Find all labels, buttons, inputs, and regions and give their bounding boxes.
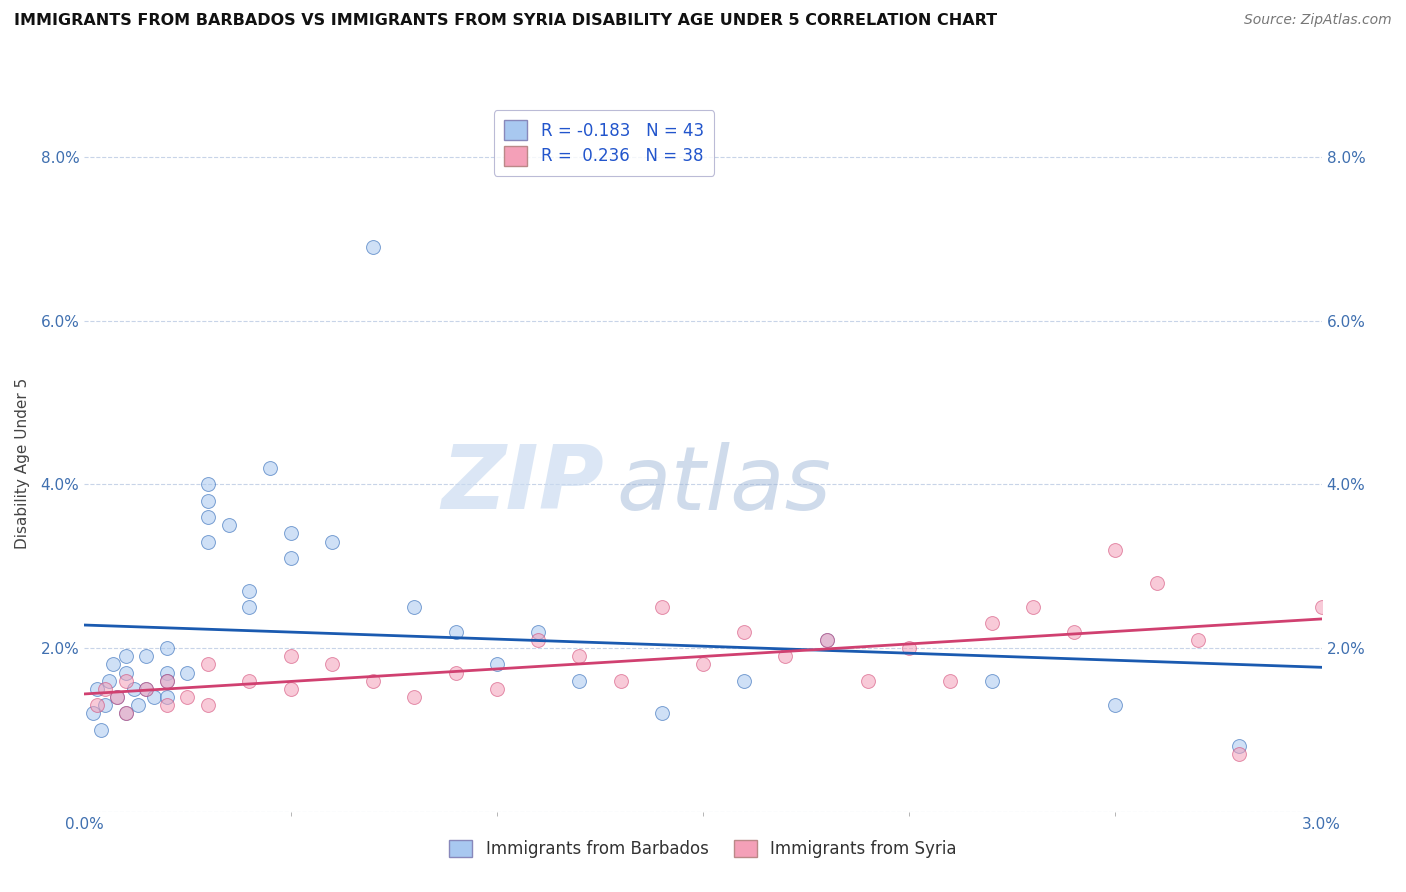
Point [98,673,121,688]
Point [485,681,508,696]
Point [444,624,467,639]
Point [280,526,302,541]
Point [105,690,128,705]
Point [1310,600,1333,615]
Point [114,665,136,680]
Point [238,583,260,598]
Point [218,518,240,533]
Point [197,510,219,524]
Point [733,673,755,688]
Point [568,673,591,688]
Point [156,673,179,688]
Point [361,673,384,688]
Point [127,698,149,713]
Point [485,657,508,672]
Point [651,706,673,721]
Point [1104,542,1126,557]
Point [404,600,426,615]
Point [156,640,179,655]
Text: ZIP: ZIP [441,442,605,528]
Point [143,690,166,705]
Point [444,665,467,680]
Point [1227,747,1250,762]
Point [176,665,198,680]
Point [114,706,136,721]
Point [105,690,128,705]
Text: atlas: atlas [616,442,831,528]
Text: Source: ZipAtlas.com: Source: ZipAtlas.com [1244,13,1392,28]
Point [156,673,179,688]
Point [114,673,136,688]
Point [122,681,145,696]
Point [82,706,104,721]
Point [197,493,219,508]
Point [980,673,1002,688]
Point [103,657,125,672]
Point [197,698,219,713]
Point [775,649,797,664]
Point [238,673,260,688]
Point [1104,698,1126,713]
Legend: Immigrants from Barbados, Immigrants from Syria: Immigrants from Barbados, Immigrants fro… [441,831,965,866]
Point [156,690,179,705]
Point [176,690,198,705]
Point [94,681,117,696]
Text: IMMIGRANTS FROM BARBADOS VS IMMIGRANTS FROM SYRIA DISABILITY AGE UNDER 5 CORRELA: IMMIGRANTS FROM BARBADOS VS IMMIGRANTS F… [14,13,997,29]
Point [1146,575,1168,590]
Point [280,649,302,664]
Point [259,461,281,475]
Point [197,534,219,549]
Point [1187,632,1209,647]
Point [980,616,1002,631]
Point [90,723,112,737]
Point [156,665,179,680]
Point [527,624,550,639]
Point [135,649,157,664]
Point [197,657,219,672]
Point [815,632,838,647]
Point [238,600,260,615]
Point [280,551,302,566]
Point [1022,600,1045,615]
Point [280,681,302,696]
Point [856,673,879,688]
Point [86,681,108,696]
Point [321,534,343,549]
Point [733,624,755,639]
Point [898,640,921,655]
Point [114,706,136,721]
Point [156,698,179,713]
Point [1063,624,1085,639]
Point [94,698,117,713]
Point [361,240,384,254]
Point [568,649,591,664]
Point [527,632,550,647]
Point [197,477,219,491]
Point [321,657,343,672]
Point [815,632,838,647]
Point [609,673,631,688]
Point [86,698,108,713]
Point [114,649,136,664]
Point [939,673,962,688]
Point [692,657,714,672]
Point [404,690,426,705]
Point [135,681,157,696]
Y-axis label: Disability Age Under 5: Disability Age Under 5 [14,378,30,549]
Point [135,681,157,696]
Point [651,600,673,615]
Point [1227,739,1250,754]
